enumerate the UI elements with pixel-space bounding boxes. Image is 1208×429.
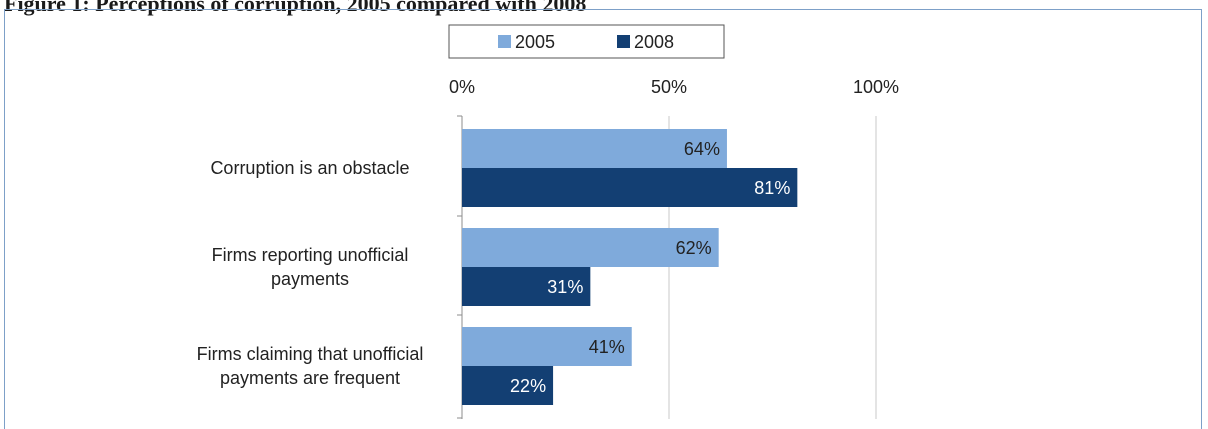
x-tick-label: 100% [853, 77, 899, 97]
category-label-line: payments [271, 269, 349, 289]
data-label: 22% [510, 376, 546, 396]
category-label-line: payments are frequent [220, 368, 400, 388]
data-label: 41% [589, 337, 625, 357]
category-label-line: Firms reporting unofficial [212, 245, 409, 265]
x-tick-label: 0% [449, 77, 475, 97]
bar-2005-1 [462, 129, 727, 168]
legend-swatch-2008 [617, 35, 630, 48]
data-label: 62% [676, 238, 712, 258]
chart-frame [4, 9, 1202, 429]
figure-title: Figure 1: Perceptions of corruption, 200… [4, 0, 587, 16]
data-label: 64% [684, 139, 720, 159]
category-label: Firms claiming that unofficial payments a… [197, 344, 424, 388]
x-tick-label: 50% [651, 77, 687, 97]
bar-2005-2 [462, 228, 719, 267]
bar-chart: 0% 50% 100% 2005 2008 64% 81% Corruption is an … [197, 24, 899, 419]
category-label: Firms reporting unofficial payments [212, 245, 409, 289]
legend-label-2005: 2005 [515, 32, 555, 52]
bar-2008-3 [462, 366, 554, 405]
data-label: 31% [547, 277, 583, 297]
legend-box [448, 24, 725, 59]
category-label: Corruption is an obstacle [210, 158, 409, 178]
bar-2008-1 [462, 168, 798, 207]
legend-label-2008: 2008 [634, 32, 674, 52]
legend-swatch-2005 [498, 35, 511, 48]
category-label-line: Corruption is an obstacle [210, 158, 409, 178]
category-label-line: Firms claiming that unofficial [197, 344, 424, 364]
data-label: 81% [754, 178, 790, 198]
bar-2008-2 [462, 267, 591, 306]
bar-2005-3 [462, 327, 632, 366]
